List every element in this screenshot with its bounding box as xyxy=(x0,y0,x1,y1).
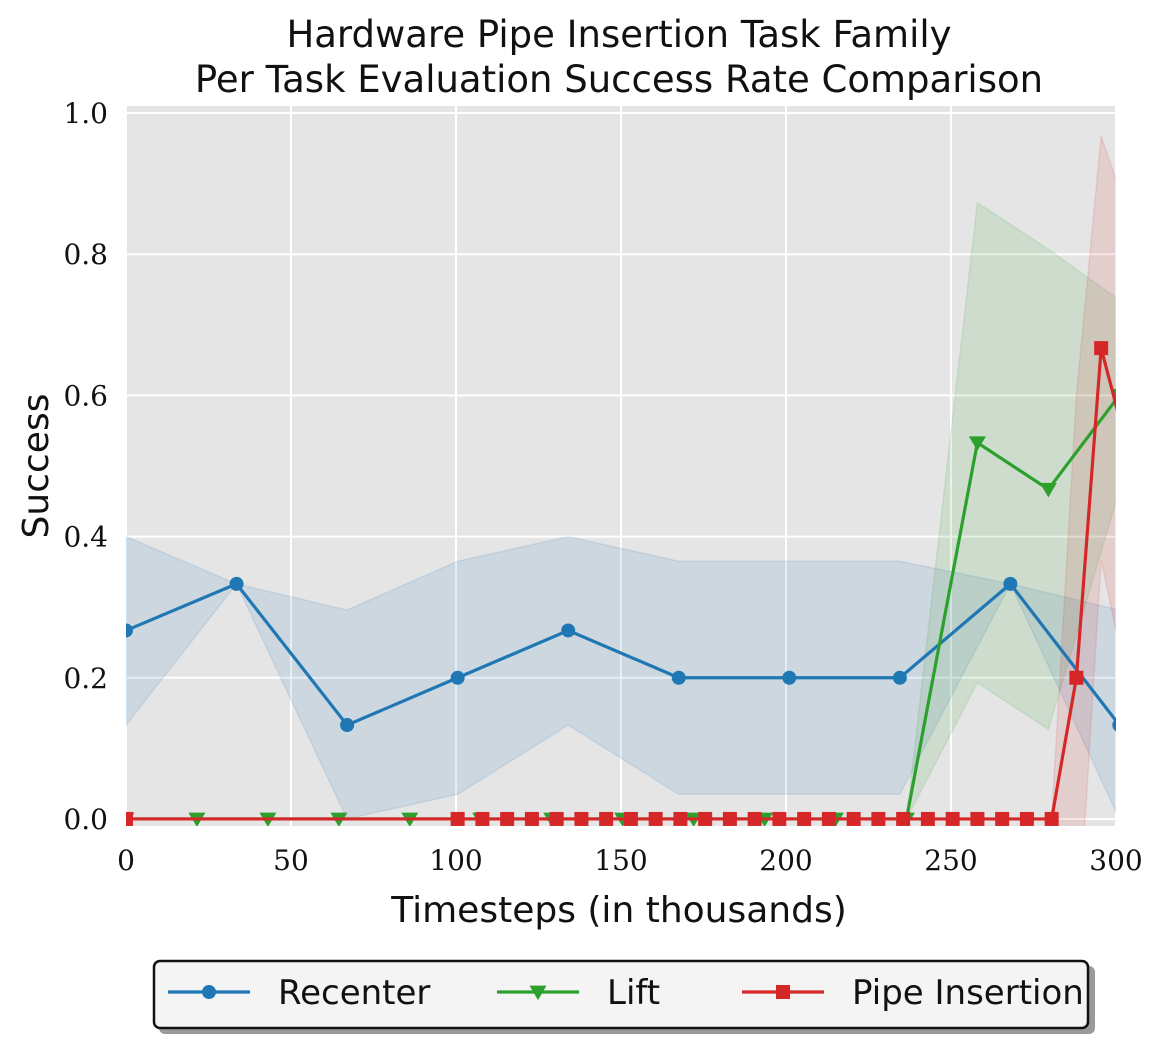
pipe-insertion-point xyxy=(945,811,960,826)
y-tick-label: 0.2 xyxy=(63,662,108,695)
pipe-insertion-point xyxy=(1119,436,1133,450)
pipe-insertion-point xyxy=(623,811,638,826)
lift-point xyxy=(1039,482,1057,498)
pipe-insertion-point xyxy=(821,811,836,826)
pipe-insertion-point xyxy=(846,811,861,826)
legend-marker-pipe-insertion xyxy=(776,985,790,999)
recenter-point xyxy=(229,576,244,591)
pipe-insertion-point xyxy=(747,811,762,826)
pipe-insertion-point xyxy=(126,811,133,826)
y-axis-ticks: 0.0 0.2 0.4 0.6 0.8 1.0 xyxy=(63,97,108,836)
pipe-insertion-point xyxy=(524,811,539,826)
x-axis-label: Timesteps (in thousands) xyxy=(390,890,847,931)
x-tick-label: 250 xyxy=(924,844,977,877)
legend: Recenter Lift Pipe Insertion xyxy=(152,959,1095,1034)
pipe-insertion-point xyxy=(871,811,886,826)
pipe-insertion-point xyxy=(698,811,713,826)
pipe-insertion-point xyxy=(1019,811,1034,826)
y-tick-label: 0.8 xyxy=(63,238,108,271)
x-tick-label: 200 xyxy=(759,844,812,877)
pipe-insertion-point xyxy=(722,811,737,826)
pipe-insertion-point xyxy=(920,811,935,826)
recenter-point xyxy=(340,718,355,733)
pipe-insertion-point xyxy=(1044,811,1059,826)
pipe-insertion-point xyxy=(995,811,1010,826)
y-tick-label: 0.0 xyxy=(63,803,108,836)
pipe-insertion-point xyxy=(673,811,688,826)
recenter-line xyxy=(126,582,1116,727)
x-tick-label: 300 xyxy=(1089,844,1142,877)
recenter-point xyxy=(892,670,907,685)
pipe-insertion-point xyxy=(599,811,614,826)
pipe-insertion-point xyxy=(450,811,465,826)
recenter-point xyxy=(561,623,576,638)
y-tick-label: 0.6 xyxy=(63,379,108,412)
y-tick-label: 1.0 xyxy=(63,97,108,130)
x-tick-label: 0 xyxy=(117,844,135,877)
legend-box xyxy=(152,959,1090,1030)
pipe-insertion-point xyxy=(772,811,787,826)
pipe-insertion-point xyxy=(574,811,589,826)
chart-title-line-1: Hardware Pipe Insertion Task Family xyxy=(286,13,951,56)
legend-label-pipe-insertion: Pipe Insertion xyxy=(852,973,1084,1013)
pipe-insertion-point xyxy=(1069,670,1084,685)
legend-marker-recenter xyxy=(202,985,216,999)
y-axis-label: Success xyxy=(16,394,57,539)
recenter-band xyxy=(126,535,1116,820)
pipe-insertion-point xyxy=(797,811,812,826)
pipe-insertion-point xyxy=(475,811,490,826)
legend-label-lift: Lift xyxy=(607,973,660,1013)
legend-marker-lift xyxy=(529,985,547,1001)
lift-point xyxy=(968,436,986,451)
recenter-point xyxy=(671,670,686,685)
chart-title-line-2: Per Task Evaluation Success Rate Compari… xyxy=(195,58,1043,101)
x-tick-label: 100 xyxy=(429,844,482,877)
recenter-point xyxy=(782,670,797,685)
x-axis-ticks: 0 50 100 150 200 250 300 xyxy=(117,844,1143,877)
series-lines xyxy=(126,341,1133,826)
pipe-insertion-point xyxy=(970,811,985,826)
legend-label-recenter: Recenter xyxy=(278,973,430,1013)
pipe-insertion-point xyxy=(648,811,663,826)
pipe-insertion-point xyxy=(500,811,515,826)
y-tick-label: 0.4 xyxy=(63,521,108,554)
x-tick-label: 50 xyxy=(273,844,309,877)
recenter-point xyxy=(450,670,465,685)
pipe-insertion-point xyxy=(1094,341,1109,356)
recenter-point xyxy=(1003,576,1018,591)
pipe-insertion-point xyxy=(896,811,911,826)
recenter-point xyxy=(126,623,133,638)
recenter-point xyxy=(1112,718,1116,732)
x-tick-label: 150 xyxy=(594,844,647,877)
pipe-insertion-point xyxy=(549,811,564,826)
